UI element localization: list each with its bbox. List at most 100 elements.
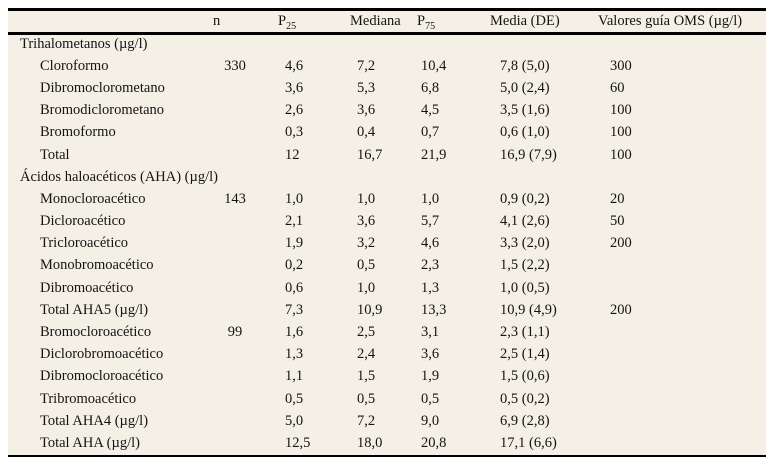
cell-p25: 0,6 xyxy=(285,279,304,296)
cell-media-de: 0,9 (0,2) xyxy=(500,190,550,207)
cell-n xyxy=(205,211,265,233)
cell-media-de: 17,1 (6,6) xyxy=(500,434,557,451)
table-row: Cloroformo 330 4,6 7,2 10,4 7,8 (5,0) 300 xyxy=(8,55,766,77)
cell-valores-oms xyxy=(579,255,766,277)
table-row: Total AHA (µg/l) 12,5 18,0 20,8 17,1 (6,6) xyxy=(8,432,766,454)
cell-mediana: 2,5 xyxy=(357,324,376,341)
cell-media-de: 2,3 (1,1) xyxy=(500,324,550,341)
cell-valores-oms: 200 xyxy=(610,235,632,252)
cell-p75: 3,6 xyxy=(421,346,440,363)
column-header-media-de: Media (DE) xyxy=(490,12,560,29)
cell-p75: 4,5 xyxy=(421,102,440,119)
cell-p25: 2,6 xyxy=(285,102,304,119)
cell-mediana: 5,3 xyxy=(357,79,376,96)
cell-p75: 4,6 xyxy=(421,235,440,252)
cell-valores-oms: 60 xyxy=(610,79,625,96)
cell-n: 99 xyxy=(227,324,243,341)
cell-valores-oms: 100 xyxy=(610,124,632,141)
statistics-table-container: n P25 Mediana P75 Media (DE) Valores guí… xyxy=(8,8,766,457)
cell-p75: 21,9 xyxy=(421,146,447,163)
cell-p75: 1,0 xyxy=(421,190,440,207)
table-row: Tricloroacético 1,9 3,2 4,6 3,3 (2,0) 200 xyxy=(8,233,766,255)
cell-valores-oms xyxy=(579,366,766,388)
section-label: Trihalometanos (µg/l) xyxy=(20,36,148,53)
table-row: Total AHA4 (µg/l) 5,0 7,2 9,0 6,9 (2,8) xyxy=(8,410,766,432)
cell-p75: 0,7 xyxy=(421,124,440,141)
cell-mediana: 1,0 xyxy=(357,190,376,207)
cell-n xyxy=(205,77,265,99)
cell-n xyxy=(205,144,265,166)
cell-p75: 9,0 xyxy=(421,412,440,429)
cell-p25: 3,6 xyxy=(285,79,304,96)
cell-p75: 0,5 xyxy=(421,390,440,407)
cell-media-de: 0,5 (0,2) xyxy=(500,390,550,407)
row-label: Monocloroacético xyxy=(40,190,146,207)
table-row: Monobromoacético 0,2 0,5 2,3 1,5 (2,2) xyxy=(8,255,766,277)
row-label: Total AHA (µg/l) xyxy=(40,434,140,451)
cell-n xyxy=(205,344,265,366)
column-header-parameter xyxy=(8,11,205,33)
row-label: Total xyxy=(40,146,70,163)
column-header-valores-oms: Valores guía OMS (µg/l) xyxy=(598,12,743,29)
column-header-p75: P75 xyxy=(403,11,469,33)
cell-media-de: 2,5 (1,4) xyxy=(500,346,550,363)
cell-valores-oms: 200 xyxy=(610,301,632,318)
cell-valores-oms: 50 xyxy=(610,213,625,230)
cell-mediana: 3,6 xyxy=(357,102,376,119)
cell-p75: 1,9 xyxy=(421,368,440,385)
table-row: Bromocloroacético 99 1,6 2,5 3,1 2,3 (1,1) xyxy=(8,321,766,343)
cell-media-de: 5,0 (2,4) xyxy=(500,79,550,96)
row-label: Total AHA5 (µg/l) xyxy=(40,301,149,318)
cell-media-de: 7,8 (5,0) xyxy=(500,57,550,74)
cell-valores-oms: 300 xyxy=(610,57,632,74)
cell-n xyxy=(205,233,265,255)
table-row: Total 12 16,7 21,9 16,9 (7,9) 100 xyxy=(8,144,766,166)
cell-p25: 1,3 xyxy=(285,346,304,363)
cell-n xyxy=(205,122,265,144)
table-row: Bromoformo 0,3 0,4 0,7 0,6 (1,0) 100 xyxy=(8,122,766,144)
cell-media-de: 1,5 (2,2) xyxy=(500,257,550,274)
table-row: Tribromoacético 0,5 0,5 0,5 0,5 (0,2) xyxy=(8,388,766,410)
cell-mediana: 18,0 xyxy=(357,434,383,451)
cell-valores-oms xyxy=(579,277,766,299)
cell-valores-oms: 100 xyxy=(610,102,632,119)
cell-media-de: 3,5 (1,6) xyxy=(500,102,550,119)
column-header-n: n xyxy=(213,12,221,29)
cell-mediana: 3,2 xyxy=(357,235,376,252)
cell-p25: 0,3 xyxy=(285,124,304,141)
cell-mediana: 0,5 xyxy=(357,390,376,407)
statistics-table: n P25 Mediana P75 Media (DE) Valores guí… xyxy=(8,11,766,455)
cell-media-de: 1,0 (0,5) xyxy=(500,279,550,296)
cell-mediana: 7,2 xyxy=(357,57,376,74)
cell-media-de: 1,5 (0,6) xyxy=(500,368,550,385)
column-header-p25: P25 xyxy=(265,11,337,33)
table-row: Dibromocloroacético 1,1 1,5 1,9 1,5 (0,6) xyxy=(8,366,766,388)
section-row: Trihalometanos (µg/l) xyxy=(8,33,766,55)
cell-mediana: 0,5 xyxy=(357,257,376,274)
cell-valores-oms xyxy=(579,321,766,343)
table-row: Diclorobromoacético 1,3 2,4 3,6 2,5 (1,4) xyxy=(8,344,766,366)
cell-mediana: 1,0 xyxy=(357,279,376,296)
cell-mediana: 16,7 xyxy=(357,146,383,163)
cell-valores-oms xyxy=(579,410,766,432)
cell-media-de: 10,9 (4,9) xyxy=(500,301,557,318)
cell-media-de: 16,9 (7,9) xyxy=(500,146,557,163)
cell-p25: 12 xyxy=(285,146,300,163)
cell-n xyxy=(205,255,265,277)
cell-p25: 1,0 xyxy=(285,190,304,207)
header-row: n P25 Mediana P75 Media (DE) Valores guí… xyxy=(8,11,766,33)
cell-mediana: 0,4 xyxy=(357,124,376,141)
row-label: Cloroformo xyxy=(40,57,109,74)
cell-p25: 1,1 xyxy=(285,368,304,385)
cell-n xyxy=(205,388,265,410)
cell-n xyxy=(205,366,265,388)
cell-media-de: 3,3 (2,0) xyxy=(500,235,550,252)
cell-mediana: 1,5 xyxy=(357,368,376,385)
cell-valores-oms xyxy=(579,432,766,454)
cell-p75: 13,3 xyxy=(421,301,447,318)
row-label: Dibromoclorometano xyxy=(40,79,165,96)
cell-p25: 7,3 xyxy=(285,301,304,318)
row-label: Bromocloroacético xyxy=(40,324,152,341)
cell-n xyxy=(205,410,265,432)
cell-mediana: 3,6 xyxy=(357,213,376,230)
